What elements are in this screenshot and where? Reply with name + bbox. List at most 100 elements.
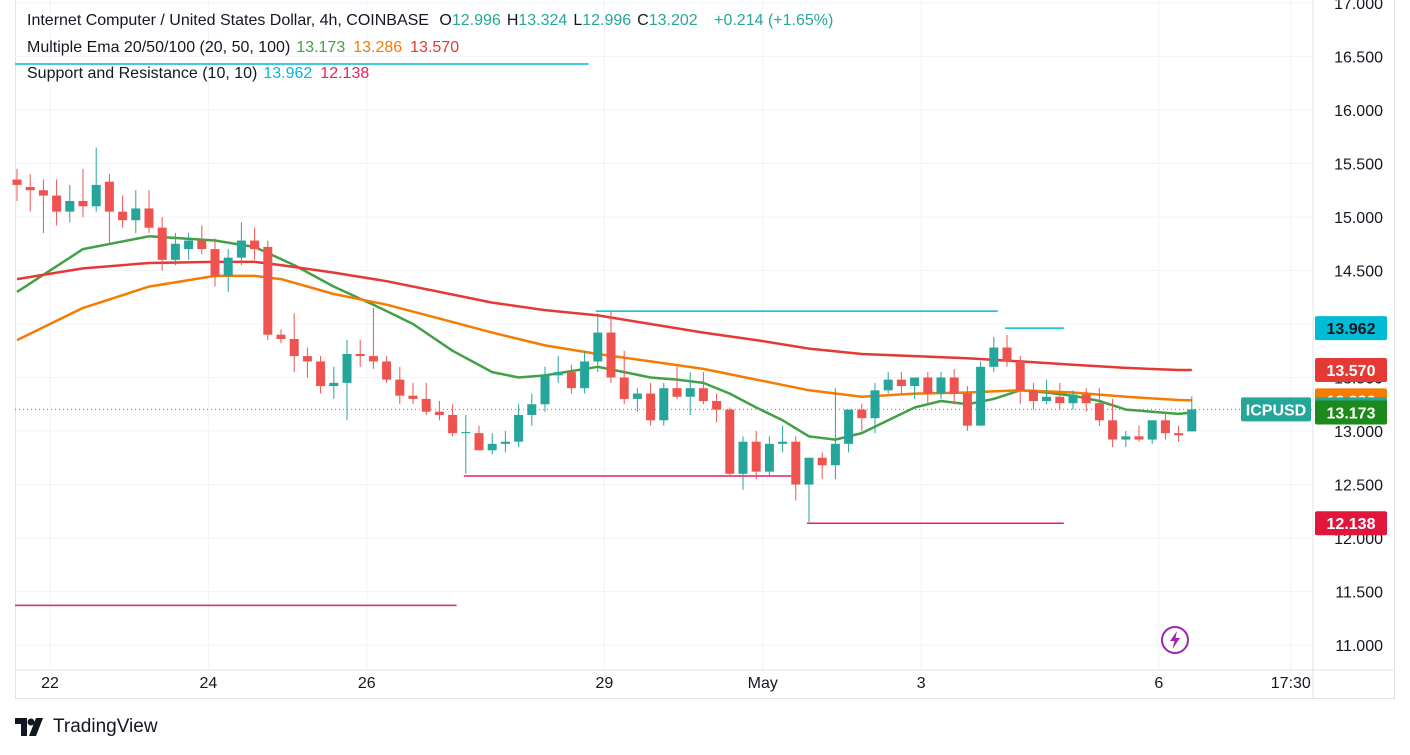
candle-body (725, 409, 735, 474)
x-tick-label: 29 (596, 675, 614, 692)
candle-body (131, 208, 141, 221)
y-tick-label: 12.000 (1334, 531, 1383, 548)
candle-body (1015, 361, 1025, 391)
candle-body (883, 379, 893, 391)
candle-body (910, 377, 920, 387)
candle-body (580, 361, 590, 389)
candle-body (791, 441, 801, 485)
candle-body (91, 184, 101, 207)
candle-body (1028, 390, 1038, 402)
sr-legend: Support and Resistance (10, 10) 13.962 12.… (27, 65, 377, 83)
candle-body (250, 240, 260, 250)
candle-body (461, 432, 471, 434)
candle-body (118, 211, 128, 221)
candle-body (553, 372, 563, 376)
ema100-label: 13.570 (1327, 363, 1376, 380)
candle-body (302, 356, 312, 362)
ohlc-value: 12.996 (451, 12, 501, 29)
candle-body (923, 377, 933, 394)
x-tick-label: 17:30 (1271, 675, 1311, 692)
candle-body (197, 240, 207, 250)
ohlc-label: L (573, 12, 583, 29)
ohlc-label: O (439, 12, 452, 29)
indicator-value: 13.173 (296, 39, 346, 56)
ema100-line (16, 260, 1192, 372)
candle-body (342, 353, 352, 383)
candle-body (170, 243, 180, 260)
brand-name: TradingView (53, 716, 158, 737)
candle-body (619, 377, 629, 399)
indicator-name[interactable]: Multiple Ema 20/50/100 (20, 50, 100) (27, 39, 291, 56)
candle-body (712, 401, 722, 410)
candle-body (1094, 403, 1104, 421)
candle-body (606, 332, 616, 378)
candle-body (434, 411, 444, 415)
candle-body (659, 388, 669, 421)
ema100-label-bg (1315, 358, 1387, 383)
x-tick-label: May (748, 675, 778, 692)
candle-body (1055, 396, 1065, 404)
candle-body (804, 457, 814, 485)
candle-body (38, 190, 48, 196)
x-tick-label: 24 (200, 675, 218, 692)
y-tick-label: 15.000 (1334, 210, 1383, 227)
candle-body (817, 457, 827, 466)
ohlc-l: L12.996 (573, 12, 631, 29)
candle-body (514, 414, 524, 442)
candle-body (1160, 420, 1170, 434)
ohlc-o: O12.996 (439, 12, 500, 29)
candle-body (157, 227, 167, 260)
candle-body (646, 393, 656, 421)
x-tick-label: 6 (1154, 675, 1163, 692)
candle-body (685, 388, 695, 397)
candle-body (12, 179, 22, 185)
ohlc-label: H (506, 12, 519, 29)
indicator-name[interactable]: Support and Resistance (10, 10) (27, 65, 258, 82)
candle-body (1081, 394, 1091, 404)
ohlc-label: C (637, 12, 649, 29)
candle-body (844, 409, 854, 444)
candle-body (1174, 433, 1184, 436)
candle-body (1108, 420, 1118, 440)
candle-body (421, 398, 431, 412)
candle-body (289, 338, 299, 357)
candle-body (104, 181, 114, 212)
indicator-value: 13.962 (263, 65, 313, 82)
candle-body (500, 441, 510, 444)
ohlc-value: 13.324 (518, 12, 568, 29)
ohlc-value: 12.996 (582, 12, 632, 29)
ohlc-value: 13.202 (648, 12, 698, 29)
candle-body (632, 393, 642, 399)
y-tick-label: 17.000 (1334, 0, 1383, 13)
ema20-label: 13.173 (1327, 405, 1376, 422)
indicator-value: 13.570 (410, 39, 460, 56)
candle-body (78, 200, 88, 207)
candle-body (25, 187, 35, 191)
x-tick-label: 26 (358, 675, 376, 692)
candle-body (1147, 420, 1157, 440)
lightning-icon[interactable] (1160, 625, 1190, 655)
candle-body (65, 200, 75, 212)
tradingview-icon (15, 718, 43, 736)
price-chart[interactable]: 11.00011.50012.00012.50013.00013.50014.0… (0, 0, 1410, 700)
candle-body (527, 404, 537, 415)
candle-body (857, 409, 867, 419)
ohlc-values: O12.996 H13.324 L12.996 C13.202 (439, 12, 703, 29)
candle-body (395, 379, 405, 396)
y-tick-label: 15.500 (1334, 157, 1383, 174)
candle-body (1002, 347, 1012, 362)
candle-body (751, 441, 761, 472)
chart-frame (15, 0, 1395, 699)
y-tick-label: 11.000 (1335, 638, 1383, 655)
candle-body (316, 361, 326, 387)
resistance-label-bg (1315, 316, 1387, 341)
tradingview-logo[interactable]: TradingView (15, 716, 158, 738)
candle-body (989, 347, 999, 367)
candle-body (368, 356, 378, 362)
candle-body (962, 393, 972, 426)
candle-body (870, 390, 880, 419)
candle-body (408, 395, 418, 399)
candle-body (778, 441, 788, 444)
candle-body (593, 332, 603, 362)
symbol-tag: ICPUSD (1246, 402, 1306, 419)
